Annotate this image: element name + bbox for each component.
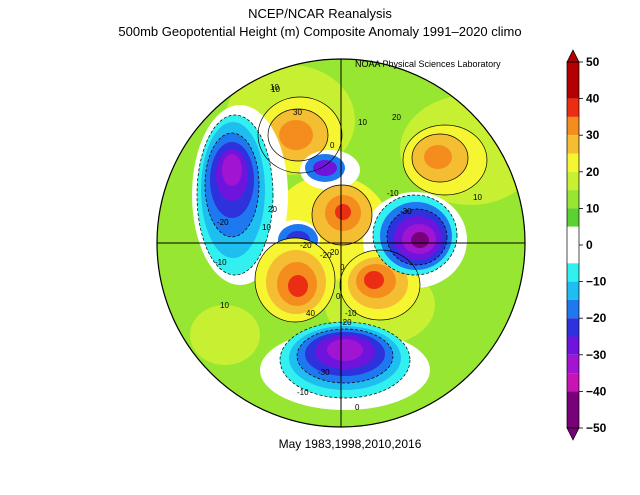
- contour-label: 10: [262, 223, 271, 232]
- colorbar-tick-label: −20: [586, 311, 607, 325]
- contour-label: -20: [320, 251, 332, 260]
- colorbar-segment: [567, 208, 579, 227]
- anomaly-fill: [222, 154, 242, 186]
- anomaly-fill: [288, 275, 308, 297]
- colorbar-segment: [567, 336, 579, 355]
- colorbar-tick-label: 0: [586, 238, 593, 252]
- colorbar-segment: [567, 190, 579, 209]
- contour-label: 10: [473, 193, 482, 202]
- colorbar-segment: [567, 153, 579, 172]
- contour-label: 10: [270, 83, 279, 92]
- contour-label: -10: [387, 189, 399, 198]
- anomaly-fill: [411, 232, 429, 248]
- anomaly-fill: [364, 271, 384, 289]
- colorbar-tick-label: −40: [586, 384, 607, 398]
- colorbar-tick-label: 30: [586, 128, 600, 142]
- colorbar-segment: [567, 354, 579, 374]
- anomaly-fill: [279, 120, 313, 150]
- contour-label: 30: [293, 108, 302, 117]
- colorbar-segment: [567, 391, 579, 428]
- contour-label: 0: [330, 141, 335, 150]
- anomaly-fill: [313, 160, 337, 176]
- composite-years: May 1983,1998,2010,2016: [278, 437, 422, 451]
- anomaly-fill: [335, 204, 351, 220]
- contour-label: -10: [215, 258, 227, 267]
- map-border: [156, 58, 526, 428]
- colorbar-tick-label: −50: [586, 421, 607, 435]
- colorbar-tick-label: 20: [586, 165, 600, 179]
- colorbar-segment: [567, 62, 579, 99]
- contour-label: 40: [306, 309, 315, 318]
- title: NCEP/NCAR Reanalysis: [248, 6, 392, 21]
- colorbar-segment: [567, 226, 579, 264]
- anomaly-fill: [190, 305, 260, 365]
- colorbar-segment: [567, 299, 579, 319]
- colorbar-segment: [567, 263, 579, 282]
- colorbar-tick-label: 40: [586, 92, 600, 106]
- contour-label: 0: [355, 403, 360, 412]
- colorbar-segment: [567, 373, 579, 392]
- contour-label: -10: [297, 388, 309, 397]
- anomaly-fill: [327, 339, 363, 361]
- colorbar-tick-label: −10: [586, 275, 607, 289]
- contour-label: -20: [217, 218, 229, 227]
- anomaly-fill: [424, 145, 452, 169]
- contour-label: 20: [330, 248, 339, 257]
- contour-label: -30: [400, 207, 412, 216]
- contour-label: -20: [340, 318, 352, 327]
- contour-label: 20: [268, 205, 277, 214]
- colorbar-tick-label: 10: [586, 201, 600, 215]
- source-credit: NOAA Physical Sciences Laboratory: [355, 59, 501, 69]
- subtitle: 500mb Geopotential Height (m) Composite …: [118, 24, 522, 39]
- colorbar-segment: [567, 98, 579, 117]
- contour-label: 0: [340, 263, 345, 272]
- contour-label: -30: [318, 368, 330, 377]
- contour-label: 0: [336, 292, 341, 301]
- colorbar-segment: [567, 318, 579, 337]
- contour-label: 20: [392, 113, 401, 122]
- colorbar-segment: [567, 135, 579, 154]
- colorbar-segment: [567, 281, 579, 300]
- contour-label: 10: [220, 301, 229, 310]
- contour-label: 10: [358, 118, 367, 127]
- colorbar-segment: [567, 171, 579, 191]
- colorbar-tick-label: 50: [586, 55, 600, 69]
- contour-label: 10: [271, 85, 280, 94]
- colorbar-tick-label: −30: [586, 348, 607, 362]
- contour-label: -20: [300, 241, 312, 250]
- colorbar-max-arrow: [566, 49, 580, 63]
- contour-label: -10: [345, 309, 357, 318]
- colorbar-segment: [567, 116, 579, 136]
